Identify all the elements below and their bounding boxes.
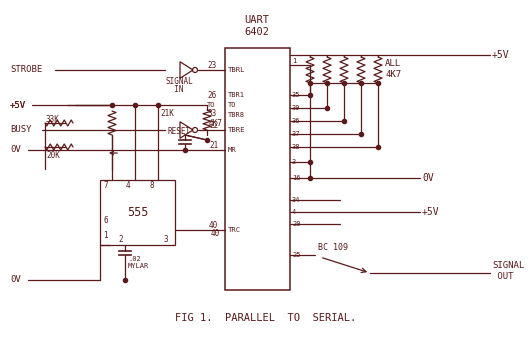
Text: 34: 34: [292, 197, 301, 203]
Text: +5V: +5V: [422, 207, 439, 217]
Text: 22: 22: [209, 121, 218, 130]
Text: FIG 1.  PARALLEL  TO  SERIAL.: FIG 1. PARALLEL TO SERIAL.: [176, 313, 356, 323]
Text: 37: 37: [292, 131, 301, 137]
Text: +5V: +5V: [492, 50, 510, 60]
Text: .02: .02: [128, 256, 141, 262]
Text: 26: 26: [207, 92, 216, 100]
Text: 4: 4: [292, 209, 296, 215]
Text: 40: 40: [209, 222, 218, 230]
Text: ALL
4K7: ALL 4K7: [385, 59, 401, 79]
Text: 21: 21: [209, 141, 218, 151]
Text: TRC: TRC: [228, 227, 241, 233]
Text: 20: 20: [292, 221, 301, 227]
Text: 38: 38: [292, 144, 301, 150]
Text: 555: 555: [127, 206, 148, 219]
Text: 0V: 0V: [10, 276, 21, 284]
Text: MYLAR: MYLAR: [128, 263, 149, 269]
Text: 23: 23: [207, 62, 216, 71]
Text: +5V: +5V: [10, 100, 26, 109]
Text: BUSY: BUSY: [10, 126, 31, 135]
Text: TBRE: TBRE: [228, 127, 245, 133]
Text: 36: 36: [292, 118, 301, 124]
Text: IN: IN: [165, 86, 184, 95]
Text: TO: TO: [207, 102, 215, 108]
Text: TBR8: TBR8: [228, 112, 245, 118]
Text: RESET: RESET: [167, 128, 190, 137]
Bar: [100, 180, 175, 245]
Text: STROBE: STROBE: [10, 65, 42, 75]
Text: 8: 8: [150, 182, 155, 191]
Text: SIGNAL
 OUT: SIGNAL OUT: [492, 261, 524, 281]
Text: 2: 2: [118, 236, 122, 245]
Text: 3: 3: [163, 236, 168, 245]
Text: 7: 7: [103, 182, 107, 191]
Text: 4: 4: [126, 182, 131, 191]
Text: UART: UART: [245, 15, 270, 25]
Text: 4K7: 4K7: [209, 118, 223, 128]
Text: 21K: 21K: [160, 108, 174, 118]
Text: 16: 16: [292, 175, 301, 181]
Text: 1: 1: [103, 230, 107, 239]
Text: MR: MR: [228, 147, 237, 153]
Text: TBR1: TBR1: [228, 92, 245, 98]
Text: 6: 6: [103, 216, 107, 225]
Text: 20K: 20K: [46, 151, 60, 160]
Text: +5V: +5V: [10, 100, 26, 109]
Text: 33K: 33K: [46, 115, 60, 123]
Text: 0V: 0V: [10, 146, 21, 154]
Text: SIGNAL: SIGNAL: [165, 77, 193, 86]
Text: 1: 1: [292, 58, 296, 64]
Text: 39: 39: [292, 105, 301, 111]
Bar: [225, 48, 290, 290]
Text: 0V: 0V: [422, 173, 434, 183]
Text: 6402: 6402: [245, 27, 270, 37]
Text: TBRL: TBRL: [228, 67, 245, 73]
Text: 25: 25: [292, 252, 301, 258]
Text: BC 109: BC 109: [318, 243, 348, 251]
Text: 40: 40: [211, 228, 220, 237]
Text: 33: 33: [207, 109, 216, 118]
Text: 3: 3: [292, 159, 296, 165]
Text: 35: 35: [292, 92, 301, 98]
Text: TO: TO: [228, 102, 237, 108]
